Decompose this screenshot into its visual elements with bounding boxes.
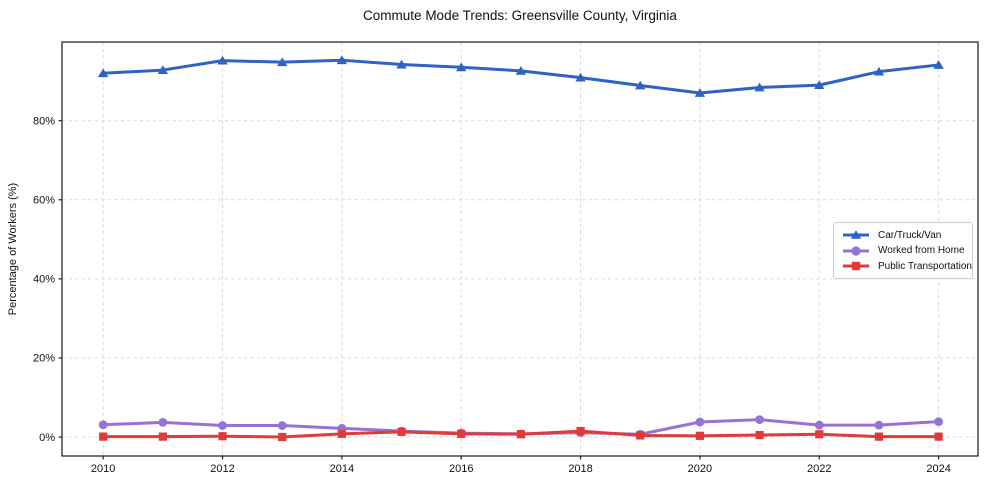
marker-triangle (635, 80, 646, 90)
marker-triangle (157, 65, 169, 74)
marker-square (278, 432, 287, 442)
legend-marker-triangle-icon (843, 230, 869, 239)
marker-triangle (694, 88, 706, 97)
y-tick-label: 40% (33, 274, 55, 286)
marker-circle (277, 421, 287, 430)
legend-item-car-truck-van: Car/Truck/Van (841, 228, 965, 242)
axes-frame (61, 41, 979, 457)
x-tick-label: 2014 (330, 463, 354, 475)
marker-circle (218, 421, 227, 430)
legend-marker-circle-icon (843, 245, 869, 256)
marker-circle (934, 417, 944, 426)
marker-square (576, 426, 585, 436)
marker-triangle (396, 59, 407, 69)
marker-circle (814, 420, 824, 430)
marker-circle (695, 417, 705, 427)
x-tick-label: 2010 (91, 463, 115, 475)
legend-label: Car/Truck/Van (878, 229, 942, 241)
marker-triangle (97, 68, 109, 78)
marker-triangle (217, 55, 228, 65)
marker-square (874, 432, 884, 441)
y-tick-label: 0% (39, 432, 55, 444)
marker-triangle (933, 60, 944, 69)
legend-item-public-transportation: Public Transportation (841, 259, 972, 273)
y-axis-label: Percentage of Workers (%) (7, 182, 19, 316)
marker-square (457, 429, 466, 438)
legend: Car/Truck/Van Worked from Home Public Tr… (833, 222, 973, 279)
marker-triangle (754, 82, 765, 92)
x-tick-label: 2022 (807, 463, 831, 475)
marker-square (218, 432, 227, 441)
y-tick-label: 80% (33, 115, 55, 127)
series-line-car-truck-van (103, 58, 939, 95)
marker-triangle (873, 66, 885, 76)
legend-item-worked-from-home: Worked from Home (841, 244, 965, 258)
y-tick-label: 20% (33, 353, 55, 365)
marker-triangle (456, 62, 467, 72)
marker-square (516, 430, 525, 439)
marker-triangle (515, 66, 527, 75)
x-tick-label: 2016 (449, 463, 473, 475)
legend-marker-square-icon (843, 261, 869, 271)
marker-square (636, 431, 645, 440)
x-tick-label: 2020 (688, 463, 712, 475)
marker-square (815, 430, 824, 439)
marker-triangle (814, 80, 825, 90)
marker-square (337, 429, 346, 438)
marker-circle (874, 420, 884, 430)
marker-triangle (336, 55, 348, 65)
marker-square (695, 431, 705, 440)
marker-square (934, 432, 943, 441)
marker-circle (158, 417, 168, 427)
x-tick-label: 2012 (210, 463, 234, 475)
legend-label: Public Transportation (878, 260, 972, 272)
marker-square (158, 432, 167, 441)
marker-square (99, 432, 108, 441)
marker-circle (755, 415, 764, 425)
x-tick-label: 2024 (926, 463, 950, 475)
x-tick-label: 2018 (568, 463, 592, 475)
chart-title: Commute Mode Trends: Greensville County,… (363, 8, 677, 23)
marker-triangle (276, 57, 288, 67)
marker-circle (98, 420, 108, 430)
y-tick-label: 60% (33, 195, 55, 207)
legend-label: Worked from Home (878, 245, 965, 256)
marker-square (755, 430, 764, 440)
marker-triangle (575, 72, 586, 82)
marker-square (397, 427, 406, 436)
